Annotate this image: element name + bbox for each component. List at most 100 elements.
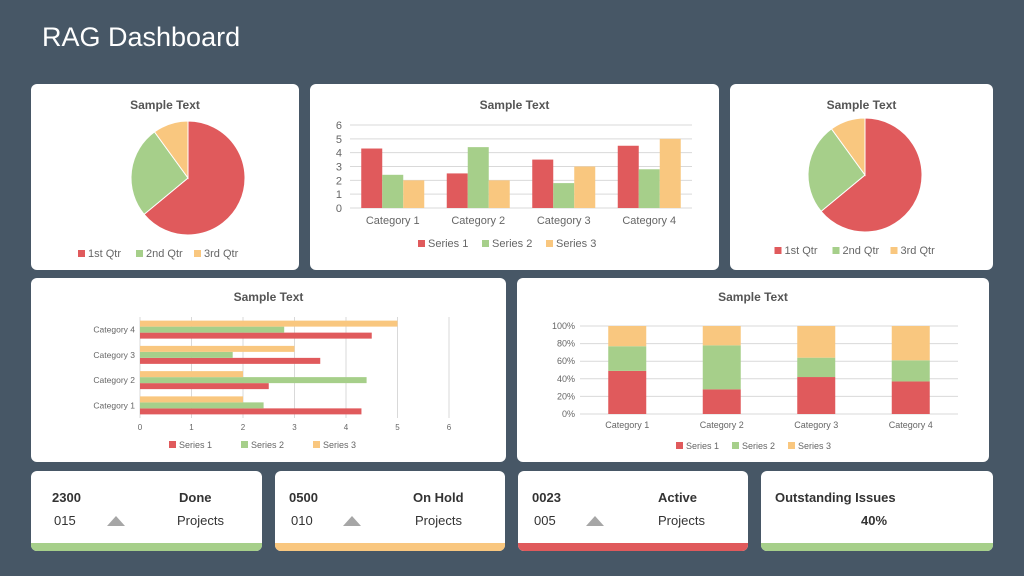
x-tick-label: 1 [189,423,194,432]
legend-label: Series 1 [428,238,468,250]
status-bar-green [761,543,993,551]
status-bar-orange [275,543,505,551]
chart-title: Sample Text [130,98,200,112]
legend-label: Series 2 [251,440,284,450]
y-tick-label: 40% [557,374,575,384]
legend-label: Series 1 [686,441,719,451]
status-bar-green [31,543,262,551]
stat-card-done: 2300 Done 015 Projects [31,471,262,551]
bar-segment [891,360,930,382]
bar [553,183,575,208]
legend-label: Series 2 [742,441,775,451]
pie-chart-1: 1st Qtr 2nd Qtr 3rd Qtr [78,120,246,260]
bar [140,402,264,409]
stat-sub-label: Projects [415,513,462,528]
legend-swatch [732,442,739,449]
legend-label: Series 3 [556,238,596,250]
bar [467,147,489,208]
stat-label: On Hold [413,490,464,505]
y-tick-label: Category 4 [93,325,135,335]
legend-swatch [832,247,840,254]
y-tick-label: 100% [552,321,575,331]
legend-swatch [313,441,320,448]
x-tick-label: Category 2 [700,420,744,430]
x-tick-label: Category 1 [366,215,420,227]
x-tick-label: Category 3 [794,420,838,430]
pie-slice [807,128,866,213]
stat-sub-value: 010 [291,513,313,528]
status-bar-red [518,543,748,551]
x-tick-label: 3 [292,423,297,432]
bar [382,174,404,208]
bar [446,173,468,208]
legend-swatch [788,442,795,449]
x-tick-label: Category 1 [605,420,649,430]
pie-slice [143,120,246,236]
bar [574,166,596,208]
legend-swatch [418,240,425,247]
bar [140,332,372,339]
legend-label: 2nd Qtr [146,248,183,260]
pie-slice [153,120,189,180]
bar [140,396,243,403]
pie-chart-2: 1st Qtr 2nd Qtr 3rd Qtr [774,117,935,257]
legend-swatch [890,247,898,254]
stat-label: Outstanding Issues [775,490,896,505]
stat-value: 2300 [52,490,81,505]
x-tick-label: 0 [138,423,143,432]
stat-card-outstanding-issues: Outstanding Issues 40% [761,471,993,551]
y-tick-label: 20% [557,391,575,401]
bar [140,351,233,358]
bar [659,138,681,208]
y-tick-label: 1 [336,189,342,201]
x-tick-label: Category 4 [889,420,933,430]
pie-slice [130,131,189,216]
pie-slice [820,117,923,233]
legend-label: 1st Qtr [88,248,121,260]
triangle-up-icon [586,516,604,526]
stat-label: Done [179,490,212,505]
bar [532,159,554,208]
y-tick-label: 0% [562,409,575,419]
bar [361,148,383,208]
stacked-percent-bar-chart: 0% 20% 40% 60% 80% 100% Category 1 Category 2 Ca… [552,321,958,451]
triangle-up-icon [107,516,125,526]
legend-swatch [546,240,553,247]
legend-swatch [78,250,85,257]
legend-swatch [169,441,176,448]
legend-label: Series 3 [798,441,831,451]
legend-swatch [194,250,201,257]
y-tick-label: 3 [336,162,342,174]
bar-segment [702,389,741,414]
y-tick-label: 4 [336,148,342,160]
legend-swatch [136,250,143,257]
y-tick-label: Category 2 [93,375,135,385]
horizontal-bar-chart-card: Sample Text 0 1 2 3 4 5 6 Category 1 Category 2 C… [31,278,506,462]
bar [140,377,367,384]
bar [638,169,660,208]
page-title: RAG Dashboard [42,22,241,52]
x-tick-label: 4 [344,423,349,432]
y-tick-label: 2 [336,175,342,187]
bar [140,357,321,364]
legend-swatch [676,442,683,449]
chart-title: Sample Text [479,98,550,112]
stat-card-on-hold: 0500 On Hold 010 Projects [275,471,505,551]
bar [140,408,362,415]
y-tick-label: 0 [336,203,342,215]
bar-segment [608,370,647,414]
chart-title: Sample Text [826,98,897,112]
bar [140,371,243,378]
bar [140,345,295,352]
stat-sub-label: Projects [177,513,224,528]
legend-label: Series 1 [179,440,212,450]
bar-segment [608,346,647,371]
bar [488,180,510,208]
legend-swatch [482,240,489,247]
y-tick-label: 80% [557,339,575,349]
x-tick-label: Category 4 [622,215,676,227]
bar-segment [702,326,741,346]
bar [140,326,285,333]
legend-label: Series 2 [492,238,532,250]
